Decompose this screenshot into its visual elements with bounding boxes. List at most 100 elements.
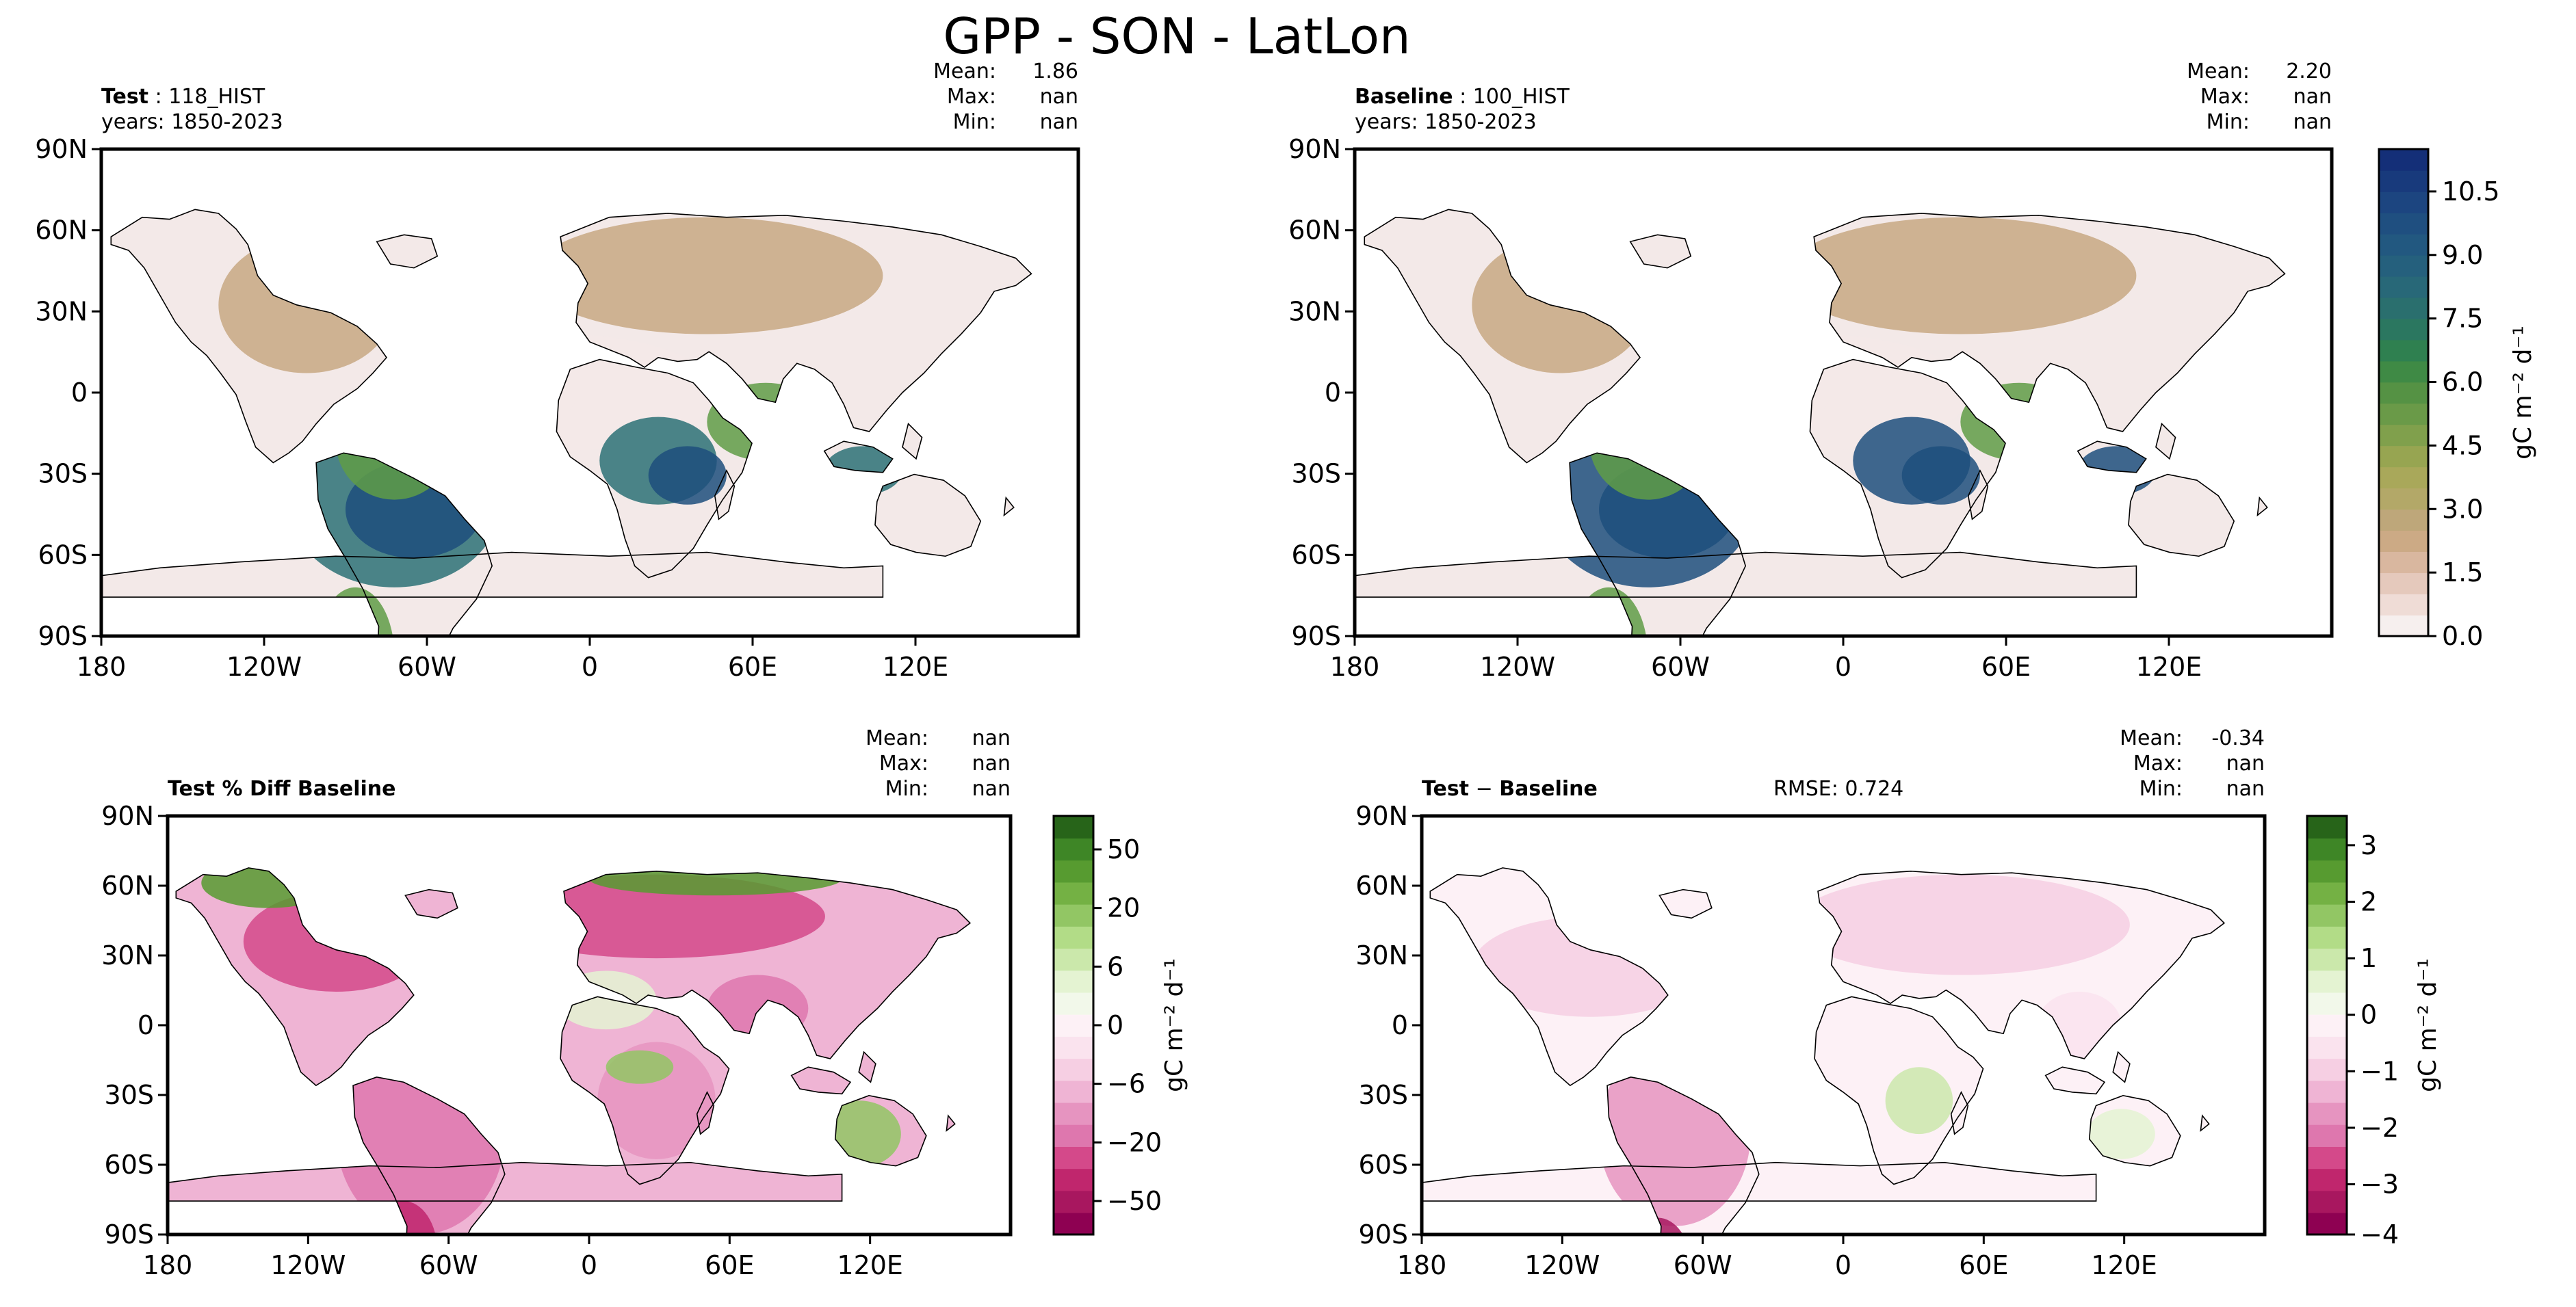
y-tick-label: 60S xyxy=(1359,1150,1408,1180)
colorbar-tick-label: 0.0 xyxy=(2442,621,2483,651)
y-tick-label: 60N xyxy=(35,215,88,246)
panel-title: Test % Diff Baseline xyxy=(168,777,396,801)
colorbar-step xyxy=(1054,860,1093,883)
x-tick-label: 180 xyxy=(77,652,127,682)
panel-pct_diff: 180 120W 60W 0 60E 120E 90N 60N 30N 0 30S 60S 90S Tes… xyxy=(101,726,1188,1280)
colorbar-step xyxy=(1054,1190,1093,1213)
colorbar-step xyxy=(2379,170,2428,192)
x-tick-label: 120E xyxy=(883,652,949,682)
colorbar-step xyxy=(2379,276,2428,298)
x-tick-label: 60W xyxy=(1651,652,1710,682)
stat-label: Mean: xyxy=(2187,60,2250,83)
colorbar-step xyxy=(2379,403,2428,425)
panel-diff: 180 120W 60W 0 60E 120E 90N 60N 30N 0 30S 60S 90S Tes… xyxy=(1355,726,2442,1280)
colorbar-step xyxy=(2307,903,2347,927)
colorbar: 3 2 1 0 −1 −2 −3 −4 gC m⁻² d⁻¹ xyxy=(2306,815,2442,1250)
colorbar-step xyxy=(2307,1190,2347,1213)
colorbar: 0.0 1.5 3.0 4.5 6.0 7.5 9.0 10.5 gC m⁻² d⁻¹ xyxy=(2378,148,2537,651)
colorbar-step xyxy=(2379,466,2428,489)
y-tick-label: 60S xyxy=(105,1150,154,1180)
colorbar-tick-label: −6 xyxy=(1107,1069,1145,1099)
colorbar-step xyxy=(1054,838,1093,861)
x-tick-label: 120W xyxy=(270,1250,346,1280)
figure-title: GPP - SON - LatLon xyxy=(943,8,1410,65)
stat-label: Max: xyxy=(2200,85,2250,109)
colorbar-step xyxy=(2379,233,2428,256)
colorbar-step xyxy=(2307,1080,2347,1103)
colorbar-tick-label: −4 xyxy=(2360,1219,2399,1250)
x-tick-label: 120E xyxy=(2136,652,2202,682)
colorbar-step xyxy=(2379,297,2428,319)
y-tick-label: 30N xyxy=(1288,296,1341,326)
colorbar-step xyxy=(1054,903,1093,927)
colorbar-step xyxy=(2307,1212,2347,1235)
stat-label: Max: xyxy=(879,752,928,776)
colorbar-step xyxy=(2379,318,2428,341)
stat-label: Mean: xyxy=(2120,726,2183,750)
field-region xyxy=(606,1050,674,1084)
stat-label: Min: xyxy=(885,777,928,801)
x-tick-label: 180 xyxy=(143,1250,193,1280)
colorbar-step xyxy=(2307,1058,2347,1081)
colorbar-step xyxy=(2379,572,2428,594)
colorbar-tick-label: 0 xyxy=(1107,1010,1123,1040)
colorbar-step xyxy=(2307,926,2347,949)
colorbar-step xyxy=(2307,1102,2347,1125)
y-tick-label: 60S xyxy=(38,540,88,570)
field-region xyxy=(2087,1109,2155,1159)
colorbar-step xyxy=(2379,191,2428,213)
y-tick-label: 90S xyxy=(1359,1219,1408,1250)
panel-years: years: 1850-2023 xyxy=(101,110,283,134)
colorbar-tick-label: 0 xyxy=(2360,1000,2377,1030)
colorbar-label: gC m⁻² d⁻¹ xyxy=(2414,958,2442,1092)
colorbar-tick-label: 6.0 xyxy=(2442,367,2483,397)
x-tick-label: 180 xyxy=(1330,652,1380,682)
colorbar-tick-label: 1 xyxy=(2360,943,2377,973)
colorbar-step xyxy=(1054,1036,1093,1059)
x-tick-label: 120E xyxy=(837,1250,903,1280)
colorbar-step xyxy=(1054,882,1093,905)
panel-baseline: 180 120W 60W 0 60E 120E 90N 60N 30N 0 30S 60S 90S Bas… xyxy=(1288,60,2537,682)
colorbar-tick-label: 3 xyxy=(2360,830,2377,860)
colorbar-step xyxy=(2379,615,2428,637)
colorbar-step xyxy=(2379,254,2428,277)
colorbar-step xyxy=(2307,1014,2347,1037)
colorbar-step xyxy=(1054,1124,1093,1147)
colorbar-step xyxy=(1054,816,1093,839)
field-region xyxy=(1784,217,2137,334)
x-tick-label: 60E xyxy=(728,652,777,682)
colorbar-tick-label: 20 xyxy=(1107,893,1140,923)
colorbar-tick-label: 2 xyxy=(2360,886,2377,916)
y-tick-label: 30S xyxy=(1359,1080,1408,1110)
colorbar-step xyxy=(1054,970,1093,993)
y-tick-label: 30N xyxy=(101,940,154,971)
y-tick-label: 30S xyxy=(105,1080,154,1110)
colorbar-step xyxy=(2379,551,2428,573)
colorbar-label: gC m⁻² d⁻¹ xyxy=(2509,326,2537,460)
colorbar-tick-label: 10.5 xyxy=(2442,176,2500,207)
colorbar-tick-label: −20 xyxy=(1107,1127,1162,1157)
stat-value: nan xyxy=(1040,85,1078,109)
stat-value: 2.20 xyxy=(2286,60,2332,83)
colorbar-step xyxy=(1054,1212,1093,1235)
y-tick-label: 0 xyxy=(1392,1010,1408,1040)
stat-label: Mean: xyxy=(933,60,996,83)
y-tick-label: 30S xyxy=(1292,459,1341,489)
colorbar-step xyxy=(1054,948,1093,971)
colorbar-tick-label: −50 xyxy=(1107,1186,1162,1216)
x-tick-label: 60E xyxy=(705,1250,754,1280)
x-tick-label: 120W xyxy=(226,652,302,682)
colorbar-step xyxy=(2307,1168,2347,1191)
y-tick-label: 60N xyxy=(1355,871,1408,901)
colorbar-step xyxy=(2379,509,2428,531)
x-tick-label: 180 xyxy=(1397,1250,1447,1280)
colorbar-step xyxy=(2379,445,2428,468)
y-tick-label: 30N xyxy=(1355,940,1408,971)
stat-value: nan xyxy=(972,752,1011,776)
colorbar-step xyxy=(2379,212,2428,235)
x-tick-label: 60W xyxy=(1674,1250,1732,1280)
stat-label: Mean: xyxy=(866,726,928,750)
colorbar-step xyxy=(2379,149,2428,171)
y-tick-label: 90N xyxy=(101,801,154,831)
